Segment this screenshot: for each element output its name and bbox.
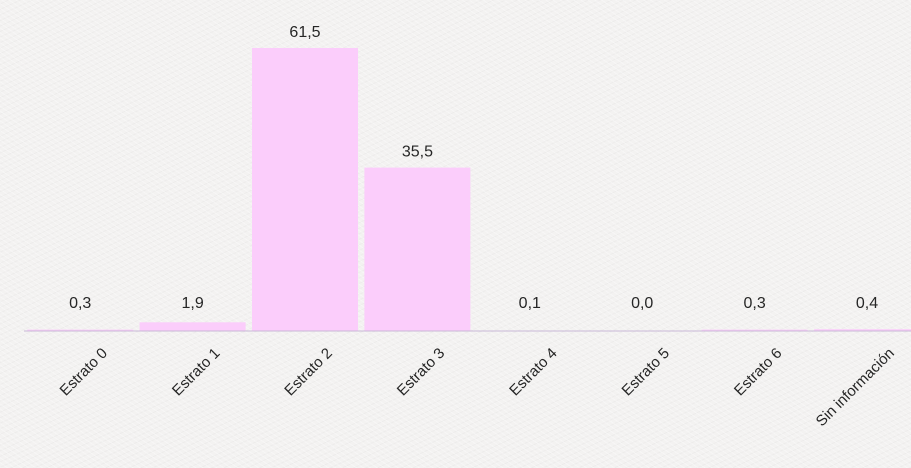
value-label: 0,4 [856,295,878,312]
category-labels-group: Estrato 0 Estrato 1 Estrato 2 Estrato 3 Estr… [57,345,898,430]
value-label: 0,3 [743,295,765,312]
value-labels-group: 0,3 1,9 61,5 35,5 0,1 0,0 0,3 0,4 [69,24,878,312]
value-label: 1,9 [181,295,203,312]
value-label: 0,0 [631,295,653,312]
value-label: 35,5 [402,144,433,161]
value-label: 61,5 [289,24,320,41]
bar-7 [701,329,808,331]
category-label: Estrato 3 [394,345,448,399]
category-label: Estrato 5 [619,345,673,399]
bar-4 [364,167,471,331]
bar-1 [27,329,134,331]
bar-2 [139,322,246,331]
category-label: Estrato 0 [57,345,111,399]
bar-8 [814,329,911,331]
category-label: Estrato 1 [169,345,223,399]
category-label: Sin información [813,345,898,430]
bars-group [27,48,911,331]
value-label: 0,3 [69,295,91,312]
category-label: Estrato 6 [731,345,785,399]
bar-3 [252,48,358,331]
category-label: Estrato 4 [506,345,560,399]
value-label: 0,1 [519,295,541,312]
category-label: Estrato 2 [281,345,335,399]
